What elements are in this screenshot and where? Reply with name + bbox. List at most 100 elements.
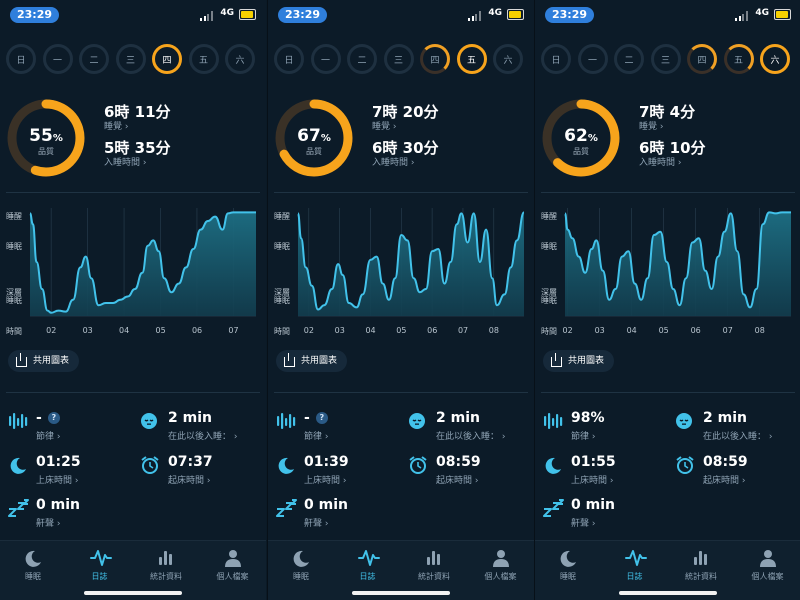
sleep-cycle-chart[interactable]: 睡醒 睡眠 深層 睡眠 時間 02 03 04 05 06 07 08: [268, 200, 534, 340]
day-circle[interactable]: 三: [115, 44, 146, 74]
quality-ring[interactable]: 62% 品質: [541, 98, 621, 178]
share-label: 共用圖表: [301, 356, 338, 366]
sleepy-face-icon: [675, 412, 697, 430]
fall-asleep-value: 5時 35分: [104, 139, 171, 157]
day-circle[interactable]: 六: [493, 44, 523, 74]
wake-time-metric[interactable]: 07:37 起床時間 ›: [140, 454, 260, 488]
tab-pulse[interactable]: 日誌: [67, 549, 133, 582]
alarm-clock-icon: [675, 456, 697, 474]
bed-time-metric[interactable]: 01:39 上床時間 ›: [276, 454, 396, 488]
sleep-duration-label: 睡覺 ›: [639, 121, 695, 133]
snore-icon: [276, 499, 298, 517]
day-circle[interactable]: 日: [541, 44, 571, 74]
share-chart-button[interactable]: 共用圖表: [8, 350, 80, 372]
x-axis-title: 時間: [274, 327, 290, 336]
sleep-duration[interactable]: 7時 4分 睡覺 ›: [639, 104, 695, 133]
wake-time-metric[interactable]: 08:59 起床時間 ›: [408, 454, 528, 488]
day-circle[interactable]: 一: [577, 44, 608, 74]
status-bar: 23:29 4G: [0, 0, 266, 30]
tab-moon[interactable]: 睡眠: [535, 549, 601, 582]
fell-asleep-after-metric[interactable]: 2 min 在此以後入睡： ›: [675, 410, 795, 444]
fell-asleep-after-metric[interactable]: 2 min 在此以後入睡： ›: [408, 410, 528, 444]
tab-pulse[interactable]: 日誌: [602, 549, 668, 582]
wake-time-metric[interactable]: 08:59 起床時間 ›: [675, 454, 795, 488]
quality-ring[interactable]: 67% 品質: [274, 98, 354, 178]
sleep-cycle-chart[interactable]: 睡醒 睡眠 深層 睡眠 時間 02 03 04 05 06 07 08: [535, 200, 800, 340]
status-bar: 23:29 4G: [535, 0, 800, 30]
fall-asleep-time[interactable]: 6時 10分 入睡時間 ›: [639, 140, 706, 169]
rhythm-metric[interactable]: -? 節律 ›: [276, 410, 396, 444]
day-circle[interactable]: 六: [225, 44, 255, 74]
rhythm-label: 節律 ›: [571, 429, 595, 442]
day-circle[interactable]: 五: [456, 44, 487, 74]
day-circle[interactable]: 四: [420, 44, 450, 74]
share-label: 共用圖表: [568, 356, 605, 366]
rhythm-metric[interactable]: 98% 節律 ›: [543, 410, 663, 444]
tab-bar-chart[interactable]: 統計資料: [401, 549, 467, 582]
day-circle[interactable]: 二: [347, 44, 377, 74]
day-circle[interactable]: 一: [42, 44, 73, 74]
help-icon[interactable]: ?: [47, 412, 60, 424]
day-circle[interactable]: 六: [760, 44, 790, 74]
day-circle[interactable]: 三: [650, 44, 681, 74]
tab-person[interactable]: 個人檔案: [468, 549, 534, 582]
chart-svg: [564, 208, 791, 317]
tab-bar-chart[interactable]: 統計資料: [668, 549, 734, 582]
y-axis-label: 睡眠: [541, 296, 557, 305]
moon-icon: [543, 456, 565, 474]
snore-label: 鼾聲 ›: [571, 516, 595, 529]
day-circle[interactable]: 四: [687, 44, 717, 74]
chart-svg: [297, 208, 525, 317]
tab-moon[interactable]: 睡眠: [0, 549, 66, 582]
y-axis-label: 睡眠: [6, 242, 22, 251]
bed-time-metric[interactable]: 01:25 上床時間 ›: [8, 454, 128, 488]
bed-time-metric[interactable]: 01:55 上床時間 ›: [543, 454, 663, 488]
bar-chart-icon: [424, 549, 444, 567]
fall-asleep-label-text: 入睡時間: [372, 158, 409, 168]
share-chart-button[interactable]: 共用圖表: [276, 350, 348, 372]
x-tick-label: 02: [303, 326, 314, 335]
moon-icon: [23, 549, 43, 567]
chevron-right-icon: ›: [54, 519, 61, 529]
bed-time-value: 01:39: [304, 454, 349, 470]
tab-person[interactable]: 個人檔案: [735, 549, 800, 582]
rhythm-metric[interactable]: -? 節律 ›: [8, 410, 128, 444]
share-icon: [551, 353, 562, 367]
day-circle[interactable]: 三: [383, 44, 414, 74]
day-circle[interactable]: 一: [310, 44, 341, 74]
snore-value-text: 0 min: [36, 497, 80, 513]
snore-metric[interactable]: 0 min 鼾聲 ›: [276, 497, 396, 531]
fell-asleep-after-label-text: 在此以後入睡：: [703, 432, 767, 442]
day-circle[interactable]: 五: [188, 44, 219, 74]
day-circle[interactable]: 日: [274, 44, 304, 74]
fell-asleep-after-value-text: 2 min: [168, 410, 212, 426]
fall-asleep-time[interactable]: 6時 30分 入睡時間 ›: [372, 140, 439, 169]
day-circle[interactable]: 四: [152, 44, 182, 74]
day-circle[interactable]: 五: [723, 44, 754, 74]
fell-asleep-after-label: 在此以後入睡： ›: [703, 429, 772, 442]
snore-metric[interactable]: 0 min 鼾聲 ›: [8, 497, 128, 531]
sleep-duration[interactable]: 6時 11分 睡覺 ›: [104, 104, 171, 133]
help-icon[interactable]: ?: [315, 412, 328, 424]
sleep-cycle-chart[interactable]: 睡醒 睡眠 深層 睡眠 時間 02 03 04 05 06 07: [0, 200, 266, 340]
day-circle[interactable]: 二: [79, 44, 109, 74]
fall-asleep-time[interactable]: 5時 35分 入睡時間 ›: [104, 140, 171, 169]
tab-bar-chart[interactable]: 統計資料: [133, 549, 199, 582]
bed-time-label-text: 上床時間: [36, 476, 73, 486]
tab-pulse[interactable]: 日誌: [335, 549, 401, 582]
tab-person[interactable]: 個人檔案: [200, 549, 266, 582]
battery-icon: [239, 9, 256, 20]
divider: [541, 392, 795, 393]
quality-ring[interactable]: 55% 品質: [6, 98, 86, 178]
day-circle[interactable]: 二: [614, 44, 644, 74]
wake-time-value-text: 07:37: [168, 454, 213, 470]
share-chart-button[interactable]: 共用圖表: [543, 350, 615, 372]
rhythm-label-text: 節律: [571, 432, 590, 442]
snore-metric[interactable]: 0 min 鼾聲 ›: [543, 497, 663, 531]
status-bar: 23:29 4G: [268, 0, 534, 30]
alarm-clock-icon: [140, 456, 162, 474]
day-circle[interactable]: 日: [6, 44, 36, 74]
fell-asleep-after-metric[interactable]: 2 min 在此以後入睡： ›: [140, 410, 260, 444]
sleep-duration[interactable]: 7時 20分 睡覺 ›: [372, 104, 439, 133]
tab-moon[interactable]: 睡眠: [268, 549, 334, 582]
